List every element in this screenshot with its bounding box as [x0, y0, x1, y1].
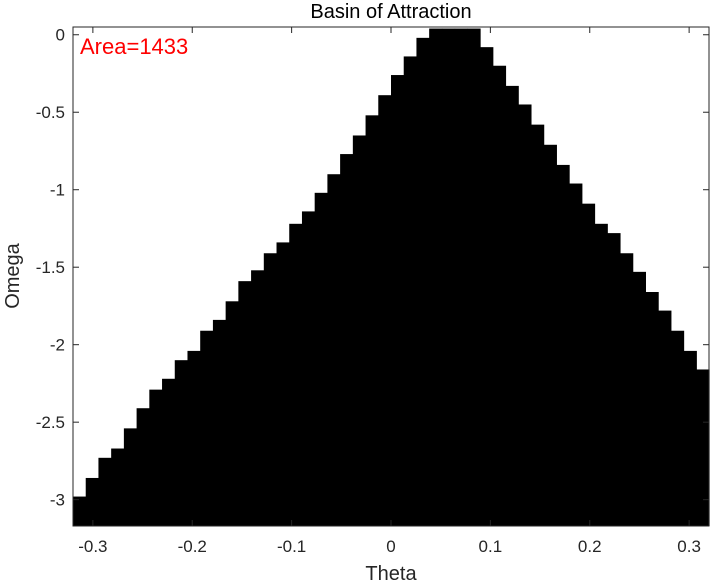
- basin-cell-column: [569, 183, 583, 526]
- x-tick-label: 0: [386, 537, 395, 556]
- x-tick-label: 0.1: [479, 537, 503, 556]
- basin-cell-column: [289, 223, 303, 526]
- basin-cell-column: [238, 281, 252, 526]
- x-tick-label: 0.3: [677, 537, 701, 556]
- basin-cell-column: [263, 253, 278, 526]
- basin-cell-column: [301, 211, 316, 526]
- basin-cell-column: [607, 233, 621, 527]
- basin-cell-column: [327, 174, 341, 526]
- x-tick-label: -0.2: [178, 537, 207, 556]
- basin-cell-column: [212, 319, 227, 526]
- basin-cell-column: [518, 104, 532, 526]
- basin-cell-column: [645, 292, 659, 526]
- basin-cell-column: [480, 47, 494, 527]
- basin-cell-column: [98, 457, 112, 526]
- x-tick-label: -0.1: [277, 537, 306, 556]
- y-tick-label: -1: [50, 181, 65, 200]
- basin-cell-column: [467, 28, 481, 527]
- x-axis-label: Theta: [365, 563, 417, 584]
- basin-cell-column: [111, 448, 125, 526]
- basin-cell-column: [670, 330, 685, 526]
- basin-cell-column: [162, 378, 176, 526]
- basin-cell-column: [683, 350, 697, 526]
- x-tick-label: 0.2: [578, 537, 602, 556]
- basin-cell-column: [594, 223, 608, 526]
- chart-title: Basin of Attraction: [310, 1, 471, 23]
- basin-cell-column: [416, 37, 430, 526]
- y-tick-label: -1.5: [36, 258, 65, 277]
- y-tick-label: -2.5: [36, 413, 65, 432]
- basin-cell-column: [581, 203, 596, 526]
- basin-cell-column: [149, 389, 163, 526]
- basin-cell-column: [276, 242, 290, 526]
- area-annotation: Area=1433: [80, 34, 188, 59]
- basin-cell-column: [314, 192, 328, 526]
- basin-cell-column: [619, 253, 634, 526]
- x-axis-ticks: -0.3 -0.2 -0.1 0 0.1 0.2 0.3: [78, 27, 701, 556]
- basin-cell-column: [365, 115, 379, 526]
- basin-cell-column: [225, 301, 239, 526]
- y-tick-label: 0: [56, 26, 65, 45]
- basin-cell-column: [454, 28, 468, 527]
- basin-cell-column: [441, 28, 456, 527]
- basin-cell-column: [505, 85, 519, 526]
- y-axis-ticks: 0 -0.5 -1 -1.5 -2 -2.5 -3: [36, 26, 709, 510]
- basin-cell-column: [530, 124, 545, 526]
- basin-cell-column: [136, 408, 150, 526]
- basin-cell-column: [391, 75, 405, 526]
- x-tick-label: -0.3: [78, 537, 107, 556]
- basin-cell-column: [403, 56, 418, 526]
- basin-cell-column: [696, 369, 710, 526]
- basin-region: [73, 28, 710, 527]
- basin-cell-column: [340, 154, 354, 526]
- basin-cell-column: [658, 310, 672, 526]
- basin-cell-column: [429, 28, 443, 527]
- basin-cell-column: [174, 360, 189, 526]
- basin-cell-column: [378, 95, 392, 526]
- y-axis-label: Omega: [2, 242, 24, 308]
- y-tick-label: -2: [50, 336, 65, 355]
- basin-cell-column: [73, 496, 87, 526]
- basin-cell-column: [123, 428, 138, 526]
- basin-cell-column: [632, 271, 646, 526]
- y-tick-label: -3: [50, 491, 65, 510]
- basin-cell-column: [556, 164, 570, 527]
- basin-cell-column: [187, 350, 201, 526]
- basin-cell-column: [352, 135, 367, 527]
- basin-cell-column: [200, 330, 214, 526]
- basin-cell-column: [85, 477, 100, 526]
- basin-cell-column: [251, 270, 265, 526]
- basin-cell-column: [492, 65, 507, 527]
- y-tick-label: -0.5: [36, 103, 65, 122]
- basin-cell-column: [543, 144, 557, 526]
